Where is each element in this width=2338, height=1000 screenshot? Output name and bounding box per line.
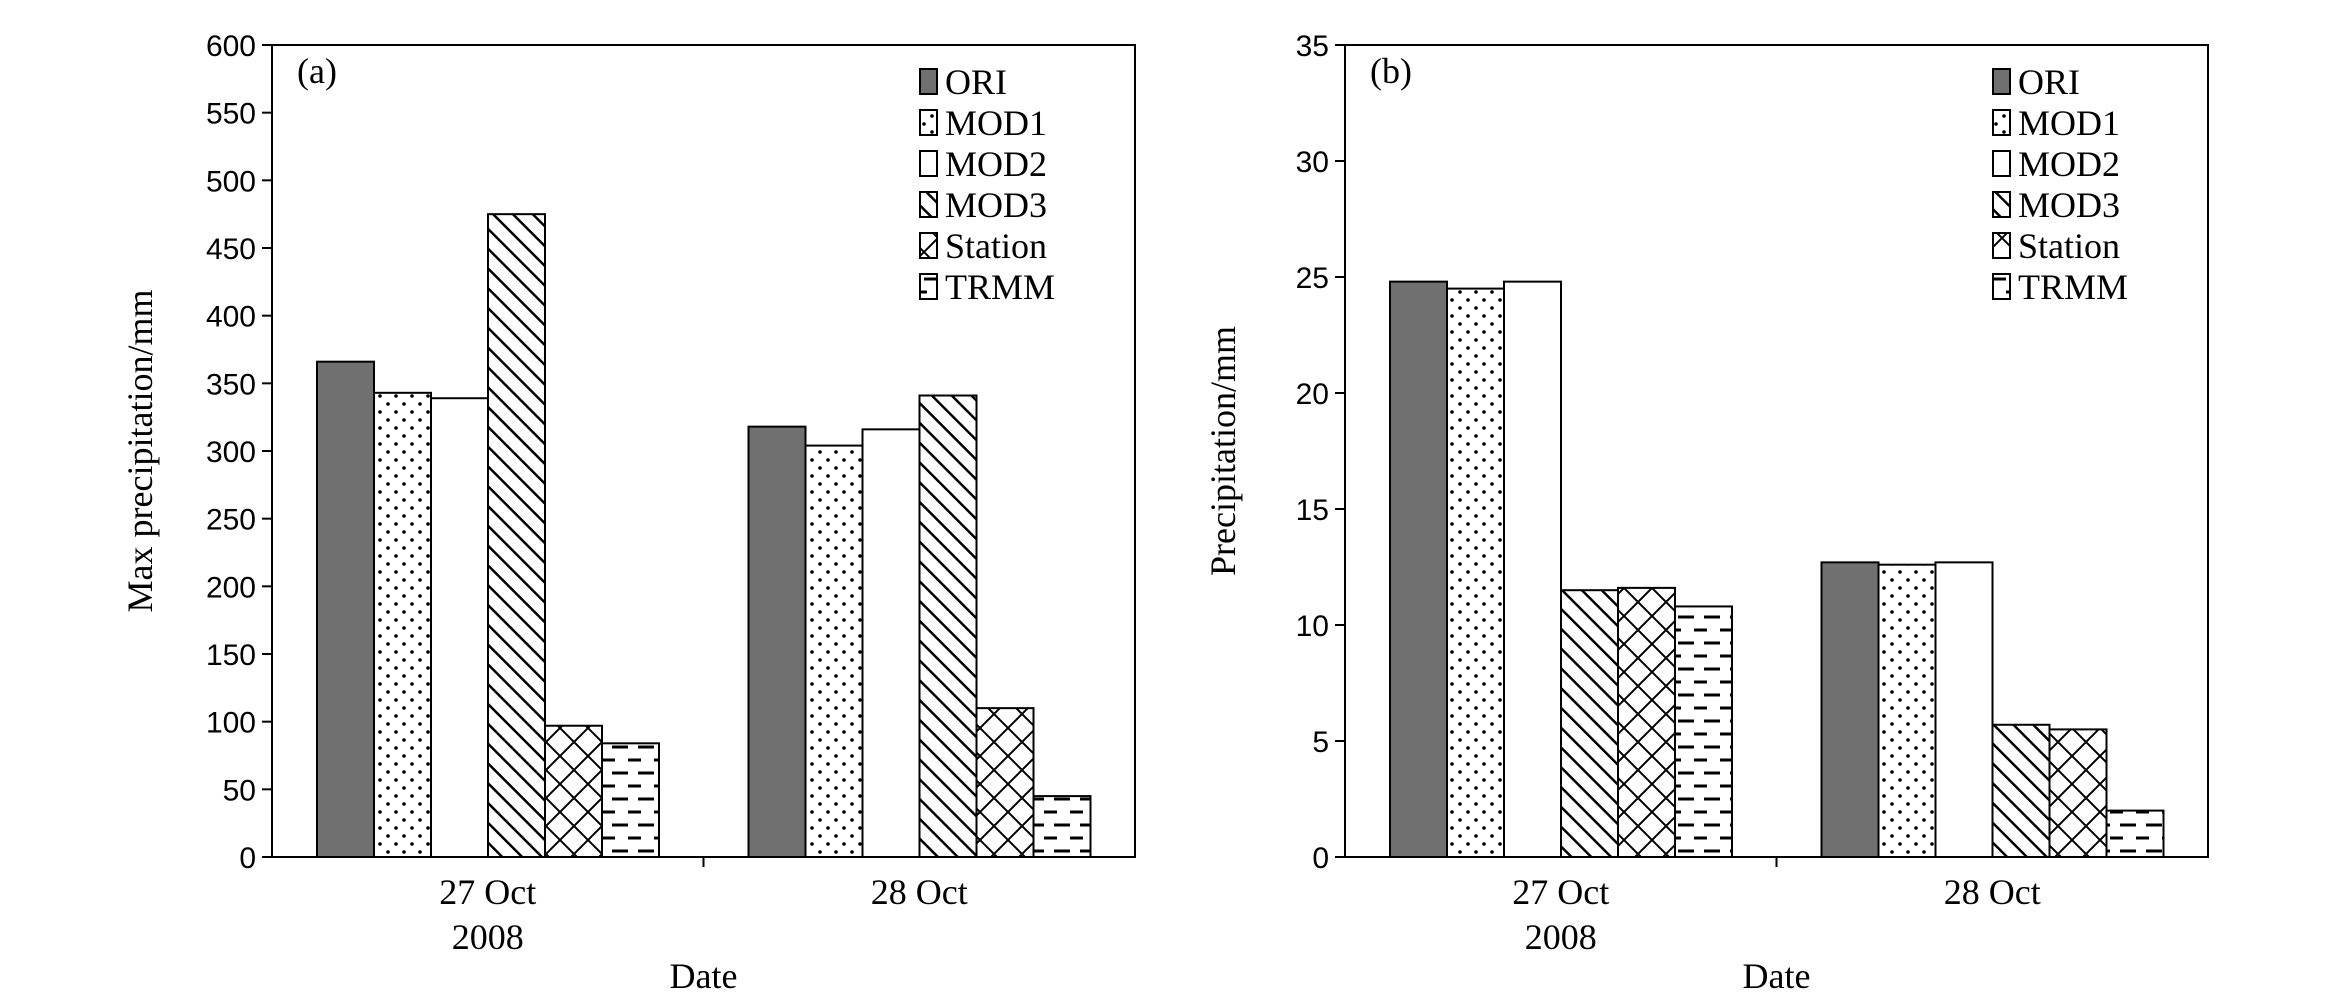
legend-label-trmm: TRMM xyxy=(945,267,1055,307)
bar-ori-1 xyxy=(316,360,375,858)
bar-ori-2 xyxy=(747,425,807,858)
legend-swatch-trmm xyxy=(1992,273,2011,300)
bar-ori-1 xyxy=(1389,280,1448,858)
x-category-label: 28 Oct xyxy=(871,872,968,912)
panel-label: (a) xyxy=(297,51,337,91)
y-tick-label: 500 xyxy=(206,165,256,198)
bar-mod3-2 xyxy=(918,394,978,858)
legend-swatch-mod2 xyxy=(919,150,938,177)
legend-label-trmm: TRMM xyxy=(2018,267,2128,307)
bar-trmm-2 xyxy=(2105,809,2165,858)
legend-label-mod1: MOD1 xyxy=(2018,103,2120,143)
chart-panel-b: 0 5 10 15 20 25 30 35 27 Oct 2008 28 Oct Date Precip… xyxy=(1203,30,2209,996)
y-tick-label: 35 xyxy=(1296,30,1329,63)
y-tick-label: 5 xyxy=(1312,726,1329,759)
legend-swatch-ori xyxy=(919,68,938,95)
legend-label-ori: ORI xyxy=(945,62,1007,102)
y-tick-label: 400 xyxy=(206,301,256,334)
legend-label-station: Station xyxy=(945,226,1047,266)
legend-label-mod1: MOD1 xyxy=(945,103,1047,143)
bar-mod3-2 xyxy=(1991,723,2051,859)
legend-swatch-mod2 xyxy=(1992,150,2011,177)
y-tick-label: 10 xyxy=(1296,610,1329,643)
x-category-label: 28 Oct xyxy=(1944,872,2041,912)
bar-trmm-2 xyxy=(1032,795,1092,858)
bar-station-2 xyxy=(975,707,1035,859)
x-category-label: 27 Oct xyxy=(1512,872,1609,912)
legend-label-station: Station xyxy=(2018,226,2120,266)
y-tick-label: 200 xyxy=(206,571,256,604)
legend-swatch-ori xyxy=(1992,68,2011,95)
bar-station-1 xyxy=(1617,586,1676,858)
y-tick-label: 25 xyxy=(1296,262,1329,295)
bar-mod2-2 xyxy=(1934,561,1994,858)
legend-swatch-mod3 xyxy=(919,191,938,218)
legend-label-ori: ORI xyxy=(2018,62,2080,102)
bar-mod1-1 xyxy=(1446,287,1505,859)
legend-label-mod2: MOD2 xyxy=(945,144,1047,184)
bar-mod1-2 xyxy=(804,444,864,858)
bar-mod3-1 xyxy=(487,213,546,858)
y-tick-label: 20 xyxy=(1296,378,1329,411)
y-axis-label: Precipitation/mm xyxy=(1203,326,1243,576)
x-category-sublabel: 2008 xyxy=(1525,917,1597,957)
bar-ori-2 xyxy=(1820,561,1880,858)
y-tick-label: 0 xyxy=(239,842,256,875)
legend-label-mod3: MOD3 xyxy=(2018,185,2120,225)
y-tick-label: 350 xyxy=(206,368,256,401)
legend-swatch-station xyxy=(919,232,938,259)
x-axis-label: Date xyxy=(1743,956,1811,996)
x-category-sublabel: 2008 xyxy=(452,917,524,957)
y-tick-label: 250 xyxy=(206,504,256,537)
chart-panel-a: 0 50 100 150 200 250 300 350 400 450 500 550 600 27 O… xyxy=(120,30,1136,996)
bar-mod3-1 xyxy=(1560,589,1619,858)
bar-station-2 xyxy=(2048,728,2108,859)
bar-trmm-1 xyxy=(1674,605,1733,858)
y-tick-label: 600 xyxy=(206,30,256,63)
y-tick-label: 450 xyxy=(206,233,256,266)
legend-label-mod2: MOD2 xyxy=(2018,144,2120,184)
y-tick-label: 50 xyxy=(223,774,256,807)
y-axis-label: Max precipitation/mm xyxy=(120,290,160,613)
panel-label: (b) xyxy=(1370,51,1412,91)
bar-mod2-1 xyxy=(1503,280,1562,858)
x-category-label: 27 Oct xyxy=(439,872,536,912)
legend-swatch-mod3 xyxy=(1992,191,2011,218)
y-tick-label: 150 xyxy=(206,639,256,672)
legend-label-mod3: MOD3 xyxy=(945,185,1047,225)
bar-trmm-1 xyxy=(601,742,660,859)
bar-station-1 xyxy=(544,724,603,859)
legend-swatch-mod1 xyxy=(919,109,938,136)
y-tick-label: 550 xyxy=(206,98,256,131)
bar-mod2-1 xyxy=(430,397,489,858)
bar-mod1-1 xyxy=(373,391,432,858)
y-tick-label: 15 xyxy=(1296,494,1329,527)
legend-swatch-mod1 xyxy=(1992,109,2011,136)
legend-swatch-station xyxy=(1992,232,2011,259)
x-axis-label: Date xyxy=(670,956,738,996)
bar-mod1-2 xyxy=(1877,563,1937,858)
y-tick-label: 30 xyxy=(1296,146,1329,179)
y-tick-label: 300 xyxy=(206,436,256,469)
legend-swatch-trmm xyxy=(919,273,938,300)
y-tick-label: 100 xyxy=(206,707,256,740)
bar-mod2-2 xyxy=(861,428,921,858)
y-tick-label: 0 xyxy=(1312,842,1329,875)
